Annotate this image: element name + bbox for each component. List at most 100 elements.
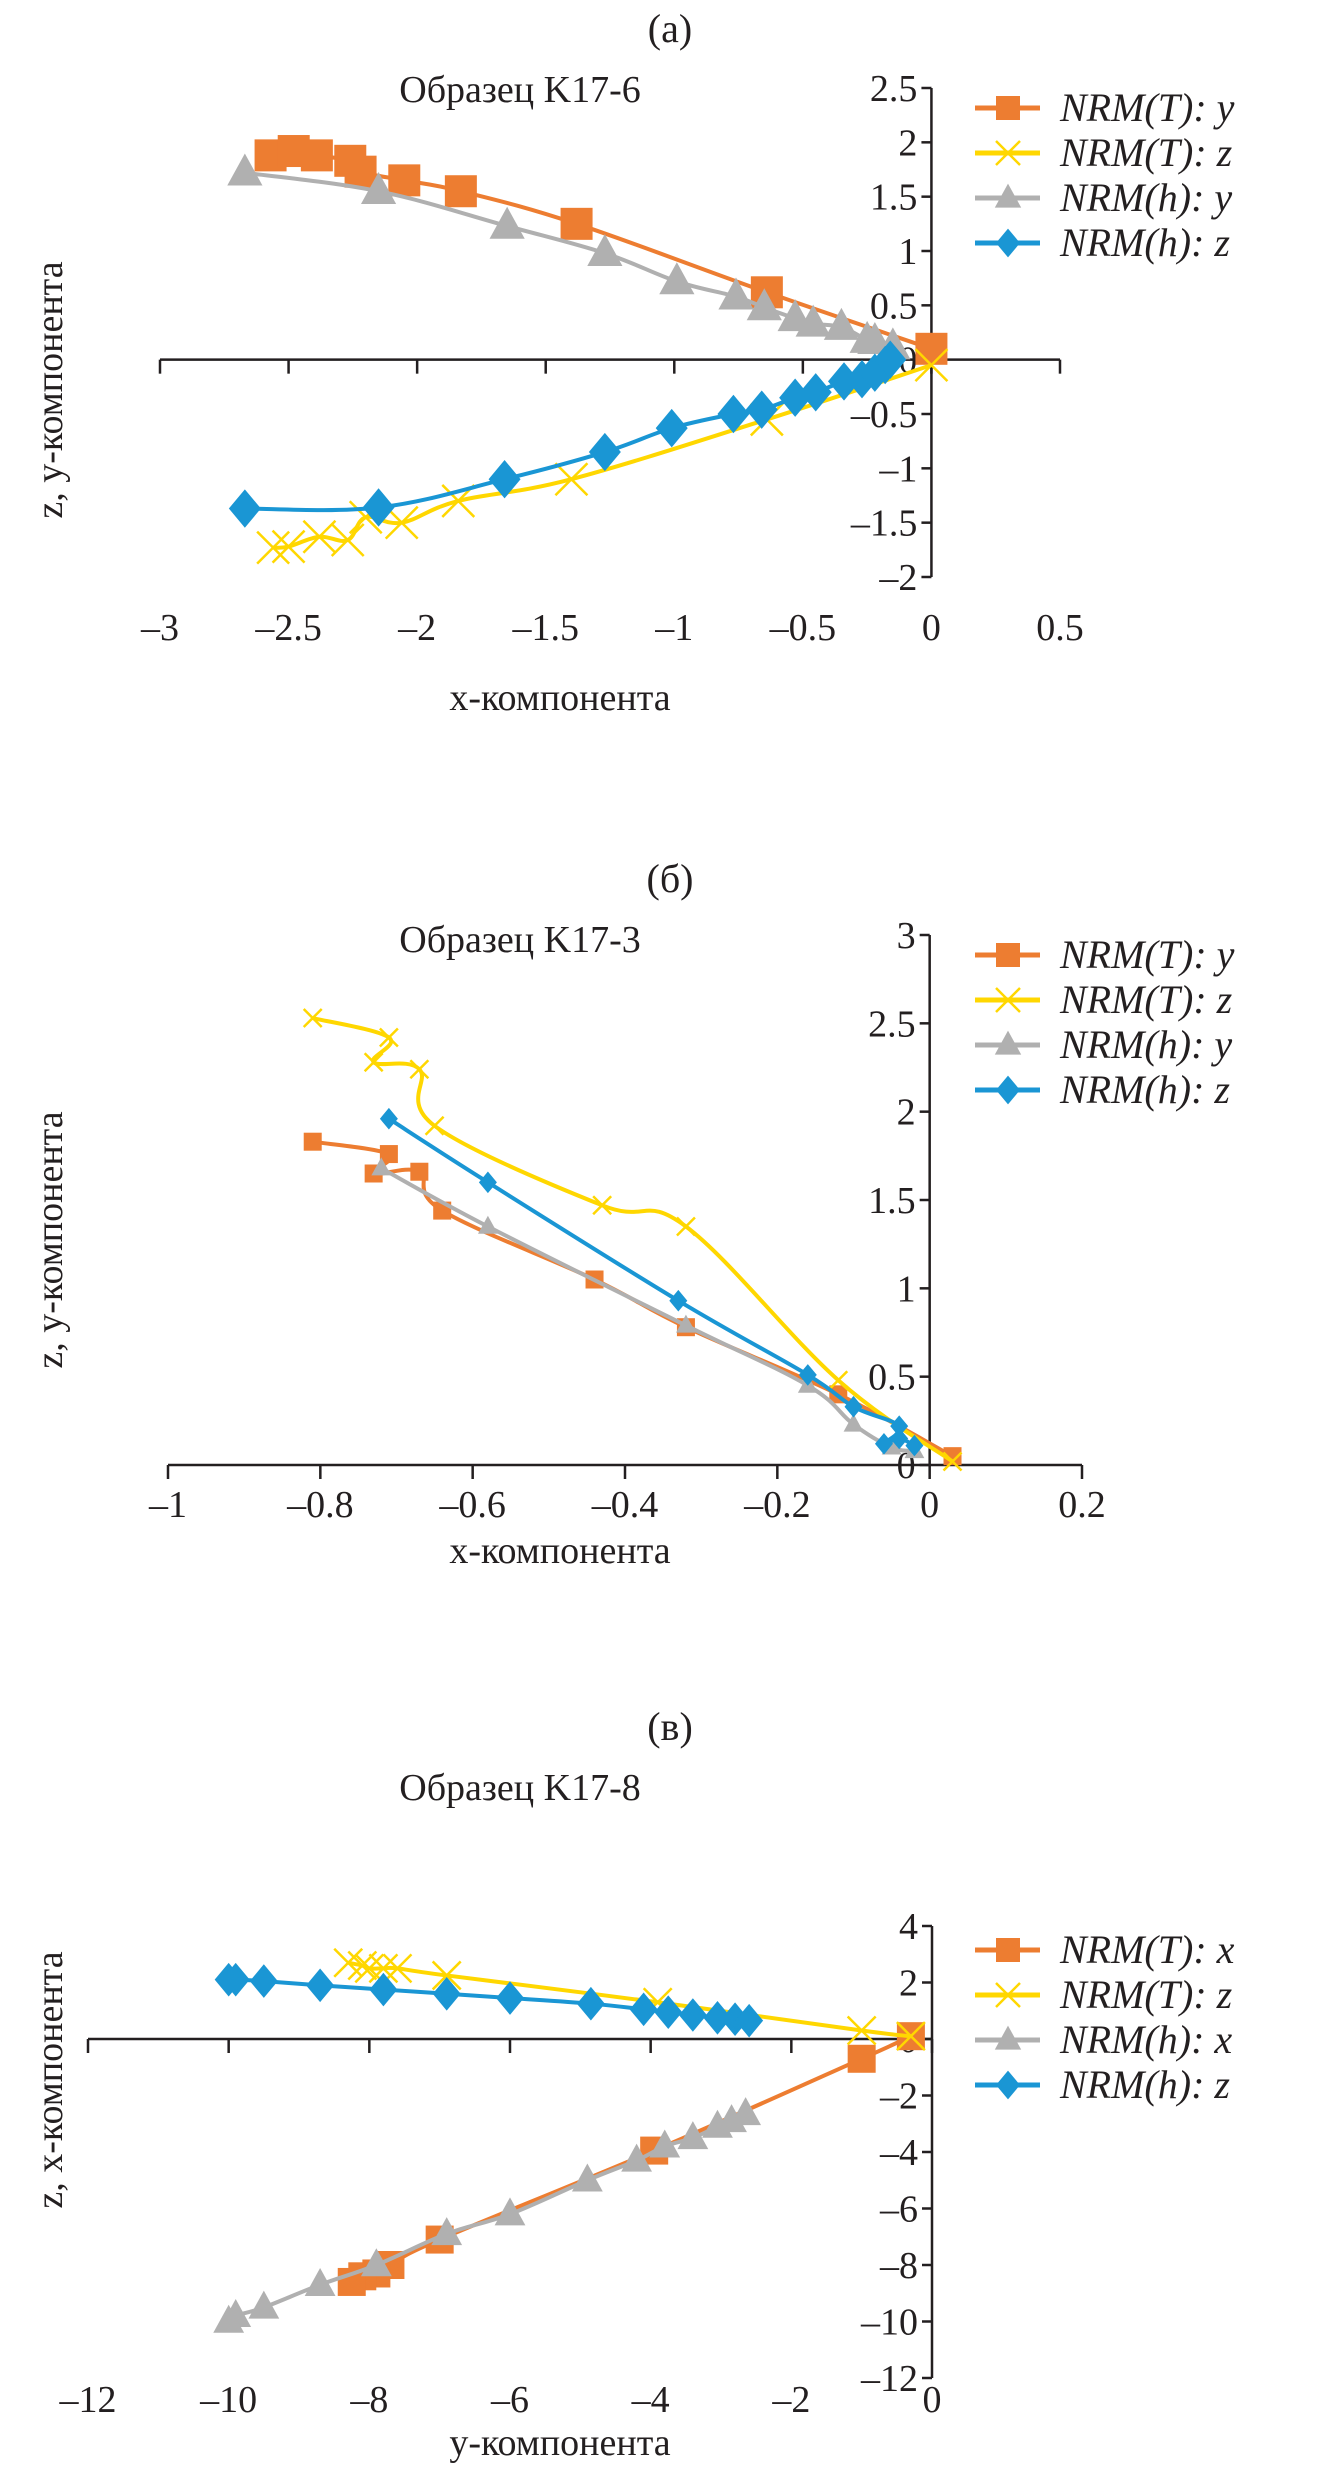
marker-diamond — [890, 1427, 909, 1450]
marker-cross-stroke — [896, 2021, 926, 2052]
legend-label: NRM(h): z — [1059, 1067, 1230, 1112]
y-tick-label: –12 — [860, 2358, 918, 2400]
marker-diamond — [496, 1981, 524, 2015]
y-tick-label: –1 — [878, 448, 917, 490]
marker-cross-stroke — [431, 1960, 462, 1991]
y-tick-label: 2.5 — [870, 68, 918, 110]
x-tick-label: –2 — [397, 607, 436, 649]
y-tick-label: 2 — [898, 122, 917, 164]
marker-cross — [592, 1195, 613, 1216]
x-tick-label: –12 — [59, 2379, 117, 2421]
marker-square — [996, 943, 1020, 967]
marker-diamond — [844, 1395, 863, 1418]
marker-square — [560, 207, 593, 240]
marker-cross-stroke — [330, 523, 365, 557]
series-diamond — [214, 1962, 764, 2038]
data-marks — [302, 1008, 963, 1472]
marker-cross — [382, 1953, 413, 1984]
marker-square — [303, 1132, 322, 1151]
marker-diamond — [996, 2070, 1020, 2100]
series-triangle — [371, 1157, 925, 1459]
series-line — [347, 1960, 912, 2039]
legend-item: NRM(T): y — [975, 932, 1235, 977]
x-tick-label: 0.5 — [1036, 607, 1084, 649]
y-tick-label: 4 — [899, 1906, 918, 1948]
legend-item: NRM(h): z — [975, 220, 1230, 265]
y-tick-label: 1.5 — [868, 1180, 916, 1222]
legend-label: NRM(T): z — [1059, 1972, 1233, 2017]
series-triangle — [213, 2097, 762, 2333]
marker-diamond — [717, 394, 750, 434]
series-cross — [333, 1947, 926, 2052]
marker-cross-stroke — [354, 1953, 385, 1984]
marker-cross — [896, 2021, 926, 2052]
marker-cross — [554, 462, 589, 497]
y-tick-label: 2 — [897, 1092, 916, 1134]
x-tick-label: –1 — [148, 1484, 187, 1526]
marker-cross — [363, 1052, 384, 1073]
panel-label: (в) — [647, 1704, 693, 1749]
marker-cross-stroke — [995, 1982, 1021, 2008]
marker-triangle — [994, 1030, 1022, 1055]
marker-cross — [354, 1953, 385, 1984]
marker-cross — [330, 523, 365, 557]
marker-square — [996, 96, 1020, 120]
marker-cross — [256, 530, 291, 565]
marker-diamond — [249, 1964, 278, 1998]
marker-triangle — [730, 2097, 762, 2126]
marker-cross-stroke — [676, 1216, 696, 1237]
marker-cross — [995, 987, 1021, 1013]
y-tick-label: 2 — [899, 1963, 918, 2005]
legend-label: NRM(T): x — [1059, 1927, 1235, 1972]
y-tick-label: 1.5 — [870, 177, 918, 219]
x-tick-label: 0.2 — [1058, 1484, 1106, 1526]
marker-triangle — [677, 2121, 709, 2150]
axes: –3 –2.5 –2 –1.5 –1 –0.5 0 0.5–2–1.5–1–0.500.511… — [140, 68, 1084, 649]
marker-cross — [302, 1008, 323, 1028]
data-marks — [213, 1947, 926, 2333]
marker-cross-stroke — [424, 1115, 445, 1136]
marker-cross-stroke — [914, 348, 949, 382]
marker-diamond — [703, 2001, 732, 2035]
marker-diamond — [488, 460, 521, 499]
x-tick-label: –4 — [631, 2379, 670, 2421]
y-tick-label: 3 — [897, 915, 916, 957]
marker-triangle — [843, 1413, 864, 1432]
marker-cross-stroke — [378, 1027, 399, 1048]
marker-square — [388, 164, 421, 197]
marker-diamond — [478, 1171, 497, 1194]
marker-triangle — [248, 2290, 280, 2319]
legend-label: NRM(h): y — [1059, 175, 1232, 220]
marker-square — [344, 155, 377, 188]
x-tick-label: –1 — [654, 607, 693, 649]
x-tick-label: –0.2 — [743, 1484, 811, 1526]
marker-triangle — [360, 2248, 392, 2277]
series-cross — [302, 1008, 963, 1472]
marker-diamond — [996, 1075, 1020, 1105]
legend-item: NRM(h): y — [975, 175, 1232, 220]
marker-diamond — [874, 1433, 893, 1455]
marker-diamond — [306, 1968, 335, 2003]
marker-cross — [368, 1953, 399, 1984]
marker-diamond — [798, 1364, 817, 1386]
marker-triangle — [304, 2267, 336, 2296]
marker-diamond — [588, 432, 621, 472]
marker-triangle — [823, 307, 860, 340]
marker-triangle — [571, 2163, 603, 2192]
legend-item: NRM(T): x — [975, 1927, 1235, 1972]
marker-diamond — [576, 1986, 605, 2021]
marker-triangle — [587, 233, 623, 266]
marker-triangle — [220, 2299, 252, 2328]
series-square — [254, 135, 948, 365]
data-marks — [227, 135, 949, 565]
marker-square — [444, 175, 477, 208]
marker-cross — [995, 1982, 1021, 2008]
legend-label: NRM(T): z — [1059, 130, 1233, 175]
marker-triangle — [718, 277, 754, 310]
marker-diamond — [745, 390, 778, 429]
y-tick-label: 1 — [898, 231, 917, 273]
marker-cross-stroke — [828, 1370, 849, 1391]
marker-cross — [676, 1216, 696, 1237]
